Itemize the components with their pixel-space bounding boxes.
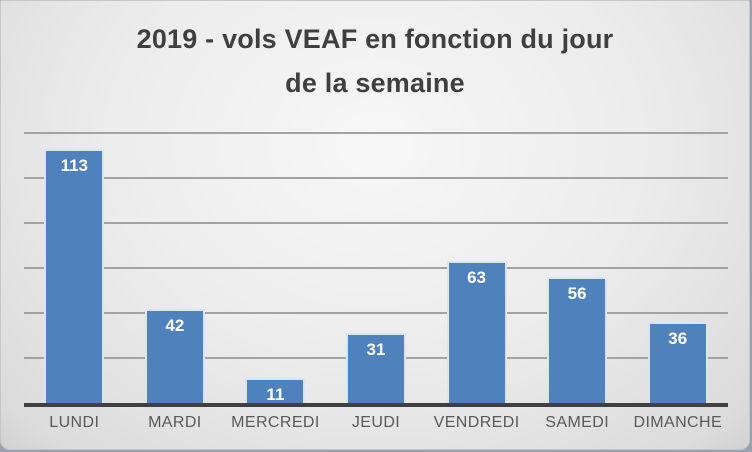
bar-mercredi[interactable]: 11 [245, 378, 306, 405]
chart-title[interactable]: 2019 - vols VEAF en fonction du jour de … [1, 17, 749, 105]
gridline-60 [24, 267, 728, 269]
data-label-samedi: 56 [567, 284, 587, 303]
bar-samedi[interactable]: 56 [547, 277, 608, 403]
x-axis-label-mardi[interactable]: MARDI [148, 414, 202, 431]
data-label-dimanche: 36 [668, 329, 688, 348]
x-axis-label-lundi[interactable]: LUNDI [49, 414, 100, 431]
bar-jeudi[interactable]: 31 [346, 333, 406, 403]
chart-title-line-2: de la semaine [285, 68, 465, 98]
gridline-120 [24, 132, 728, 134]
x-axis-label-samedi[interactable]: SAMEDI [545, 414, 610, 431]
data-label-vendredi: 63 [467, 268, 487, 288]
x-axis-label-vendredi[interactable]: VENDREDI [433, 414, 520, 431]
bar-mardi[interactable]: 42 [144, 308, 205, 403]
data-label-lundi: 113 [60, 155, 88, 175]
x-axis-label-mercredi[interactable]: MERCREDI [231, 414, 320, 431]
gridline-40 [24, 312, 728, 314]
gridline-100 [24, 177, 728, 179]
plot-area: 113 42 11 31 63 56 36 [24, 132, 728, 407]
data-label-mardi: 42 [165, 315, 185, 335]
data-label-jeudi: 31 [366, 340, 386, 360]
bar-dimanche[interactable]: 36 [647, 322, 708, 403]
data-label-mercredi: 11 [266, 385, 285, 405]
x-axis-label-jeudi[interactable]: JEUDI [351, 414, 401, 431]
x-axis-label-dimanche[interactable]: DIMANCHE [633, 414, 723, 431]
chart-title-line-1: 2019 - vols VEAF en fonction du jour [136, 24, 614, 54]
bar-vendredi[interactable]: 63 [446, 261, 507, 403]
x-axis-labels: LUNDI MARDI MERCREDI JEUDI VENDREDI SAMEDI DIM… [24, 414, 728, 432]
gridline-80 [24, 222, 728, 224]
bar-lundi[interactable]: 113 [44, 148, 105, 403]
